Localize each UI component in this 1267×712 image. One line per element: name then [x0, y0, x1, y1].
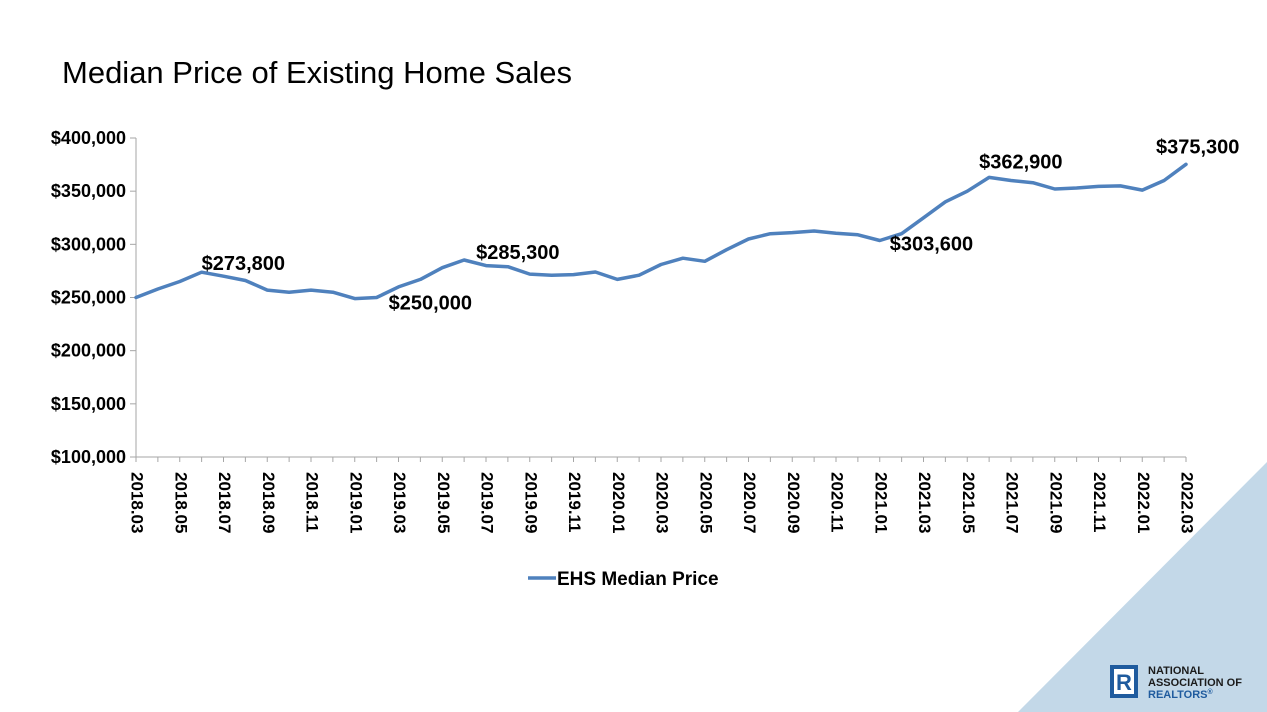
- data-label: $375,300: [1156, 136, 1239, 158]
- x-tick-label: 2021.07: [1003, 472, 1022, 533]
- logo-realtors-word: REALTORS: [1148, 689, 1208, 701]
- y-tick-label: $200,000: [51, 341, 126, 361]
- realtor-r-letter: R: [1116, 670, 1132, 695]
- y-tick-label: $100,000: [51, 447, 126, 467]
- data-label: $362,900: [979, 151, 1062, 173]
- x-axis-ticks: 2018.03 2018.05 2018.07 2018.09 2018.11 2019.…: [128, 457, 1197, 533]
- y-tick-label: $250,000: [51, 288, 126, 308]
- x-tick-label: 2020.09: [784, 472, 803, 533]
- x-tick-label: 2018.05: [171, 472, 190, 533]
- realtor-r-logo-inner: [1114, 669, 1134, 694]
- x-tick-label: 2020.07: [740, 472, 759, 533]
- x-tick-label: 2018.11: [303, 472, 322, 533]
- legend-label: EHS Median Price: [557, 569, 719, 590]
- y-tick-label: $300,000: [51, 234, 126, 254]
- axes: [135, 138, 1186, 458]
- x-tick-label: 2019.09: [521, 472, 540, 533]
- nar-logo: R NATIONAL ASSOCIATION OF REALTORS®: [1110, 665, 1242, 701]
- data-label: $303,600: [890, 234, 973, 256]
- x-tick-label: 2020.11: [828, 472, 847, 533]
- x-tick-label: 2020.01: [609, 472, 628, 533]
- data-label: $273,800: [202, 253, 285, 275]
- x-tick-label: 2022.03: [1178, 472, 1197, 533]
- x-tick-label: 2018.03: [128, 472, 147, 533]
- legend: EHS Median Price: [528, 569, 719, 590]
- x-tick-label: 2019.07: [478, 472, 497, 533]
- x-tick-label: 2021.01: [871, 472, 890, 533]
- x-tick-label: 2021.05: [959, 472, 978, 533]
- x-tick-label: 2018.07: [215, 472, 234, 533]
- logo-line-2: ASSOCIATION OF: [1148, 677, 1242, 689]
- x-tick-label: 2021.11: [1090, 472, 1109, 533]
- x-tick-label: 2019.05: [434, 472, 453, 533]
- logo-registered-mark: ®: [1208, 688, 1214, 696]
- y-axis-ticks: $100,000 $150,000 $200,000 $250,000 $300,000…: [51, 128, 136, 467]
- series-layer: [134, 162, 1188, 301]
- logo-line-1: NATIONAL: [1148, 665, 1204, 677]
- x-tick-label: 2021.09: [1046, 472, 1065, 533]
- x-tick-label: 2019.11: [565, 472, 584, 533]
- x-tick-label: 2022.01: [1134, 472, 1153, 533]
- x-tick-label: 2020.05: [696, 472, 715, 533]
- data-label: $285,300: [476, 242, 559, 264]
- x-tick-label: 2021.03: [915, 472, 934, 533]
- chart-title: Median Price of Existing Home Sales: [62, 55, 572, 90]
- corner-triangle: [1018, 462, 1267, 712]
- x-tick-label: 2020.03: [653, 472, 672, 533]
- line-chart: $100,000 $150,000 $200,000 $250,000 $300,000…: [51, 128, 1240, 533]
- y-tick-label: $150,000: [51, 394, 126, 414]
- data-label: $250,000: [389, 293, 472, 315]
- x-tick-label: 2019.03: [390, 472, 409, 533]
- series-line: [134, 162, 1188, 301]
- data-labels: $273,800 $250,000 $285,300 $303,600 $362,900…: [202, 136, 1240, 314]
- x-tick-label: 2018.09: [259, 472, 278, 533]
- logo-line-3: REALTORS®: [1148, 688, 1214, 701]
- x-tick-label: 2019.01: [346, 472, 365, 533]
- y-tick-label: $350,000: [51, 181, 126, 201]
- y-tick-label: $400,000: [51, 128, 126, 148]
